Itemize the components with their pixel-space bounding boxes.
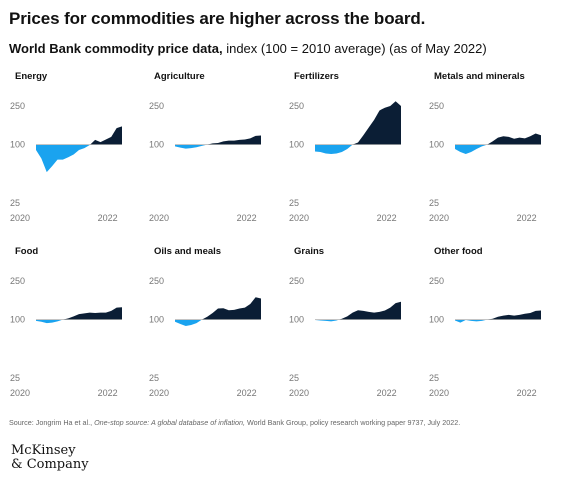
area-below-baseline	[175, 144, 208, 149]
subtitle-rest: index (100 = 2010 average) (as of May 20…	[222, 41, 487, 56]
y-tick-label: 25	[289, 373, 299, 383]
area-below-baseline	[455, 319, 488, 323]
panel-food: Food 250 100 25 2020 2022	[10, 246, 122, 398]
x-tick-label: 2020	[10, 213, 30, 223]
subtitle-bold: World Bank commodity price data,	[9, 41, 223, 56]
x-tick-label: 2022	[377, 213, 397, 223]
area-below-baseline	[36, 319, 63, 324]
area-above-baseline	[175, 297, 261, 320]
x-tick-label: 2022	[517, 213, 537, 223]
logo-line-2: & Company	[11, 457, 89, 472]
panel-title: Metals and minerals	[434, 71, 525, 82]
y-tick-label: 100	[10, 315, 25, 325]
panel-title: Agriculture	[154, 71, 205, 82]
x-tick-label: 2020	[149, 388, 169, 398]
y-tick-label: 250	[10, 276, 25, 286]
x-tick-label: 2022	[517, 388, 537, 398]
source-note: Source: Jongrim Ha et al., One-stop sour…	[9, 418, 460, 427]
panel-title: Oils and meals	[154, 246, 221, 257]
source-prefix: Source: Jongrim Ha et al.,	[9, 418, 95, 427]
x-tick-label: 2022	[237, 388, 257, 398]
x-tick-label: 2020	[149, 213, 169, 223]
y-tick-label: 250	[429, 101, 444, 111]
y-tick-label: 25	[10, 373, 20, 383]
area-below-baseline	[455, 144, 488, 154]
y-tick-label: 250	[289, 276, 304, 286]
panel-title: Food	[15, 246, 38, 257]
y-tick-label: 100	[10, 140, 25, 150]
source-suffix: World Bank Group, policy research workin…	[245, 418, 461, 427]
logo-line-1: McKinsey	[11, 443, 76, 458]
area-below-baseline	[36, 144, 91, 173]
area-above-baseline	[36, 307, 122, 320]
y-tick-label: 100	[289, 315, 304, 325]
y-tick-label: 100	[429, 140, 444, 150]
area-above-baseline	[36, 126, 122, 145]
panel-fertilizers: Fertilizers 250 100 25 2020 2022	[289, 71, 401, 223]
y-tick-label: 25	[429, 198, 439, 208]
area-below-baseline	[315, 319, 340, 322]
y-tick-label: 25	[149, 373, 159, 383]
panel-other-food: Other food 250 100 25 2020 2022	[429, 246, 541, 398]
y-tick-label: 250	[10, 101, 25, 111]
y-tick-label: 100	[289, 140, 304, 150]
mckinsey-logo: McKinsey & Company	[11, 444, 89, 472]
x-tick-label: 2022	[237, 213, 257, 223]
y-tick-label: 100	[149, 315, 164, 325]
area-above-baseline	[315, 301, 401, 320]
panel-grains: Grains 250 100 25 2020 2022	[289, 246, 401, 398]
x-tick-label: 2020	[10, 388, 30, 398]
x-tick-label: 2020	[429, 388, 449, 398]
panel-title: Other food	[434, 246, 483, 257]
panel-title: Grains	[294, 246, 324, 257]
area-above-baseline	[175, 135, 261, 145]
panel-oils-and-meals: Oils and meals 250 100 25 2020 2022	[149, 246, 261, 398]
panel-energy: Energy 25 100 250 2020 2022	[10, 71, 122, 223]
panel-metals-and-minerals: Metals and minerals 250 100 25 2020 2022	[429, 71, 541, 223]
y-tick-label: 250	[289, 101, 304, 111]
chart-subtitle: World Bank commodity price data, index (…	[9, 41, 487, 56]
x-tick-label: 2022	[98, 213, 118, 223]
y-tick-label: 250	[429, 276, 444, 286]
panel-agriculture: Agriculture 250 100 2020 2022	[149, 71, 261, 223]
y-tick-label: 25	[429, 373, 439, 383]
area-above-baseline	[455, 133, 541, 145]
x-tick-label: 2020	[289, 388, 309, 398]
y-tick-label: 25	[289, 198, 299, 208]
area-below-baseline	[175, 319, 202, 326]
panel-title: Energy	[15, 71, 48, 82]
x-tick-label: 2020	[429, 213, 449, 223]
area-below-baseline	[315, 144, 353, 154]
panel-title: Fertilizers	[294, 71, 339, 82]
area-above-baseline	[455, 310, 541, 320]
x-tick-label: 2022	[377, 388, 397, 398]
area-above-baseline	[315, 101, 401, 145]
y-tick-label: 25	[10, 198, 20, 208]
y-tick-label: 250	[149, 276, 164, 286]
x-tick-label: 2022	[98, 388, 118, 398]
x-tick-label: 2020	[289, 213, 309, 223]
y-tick-label: 100	[429, 315, 444, 325]
y-tick-label: 100	[149, 140, 164, 150]
y-tick-label: 250	[149, 101, 164, 111]
page-title: Prices for commodities are higher across…	[9, 9, 426, 28]
source-italic: One-stop source: A global database of in…	[94, 418, 245, 427]
